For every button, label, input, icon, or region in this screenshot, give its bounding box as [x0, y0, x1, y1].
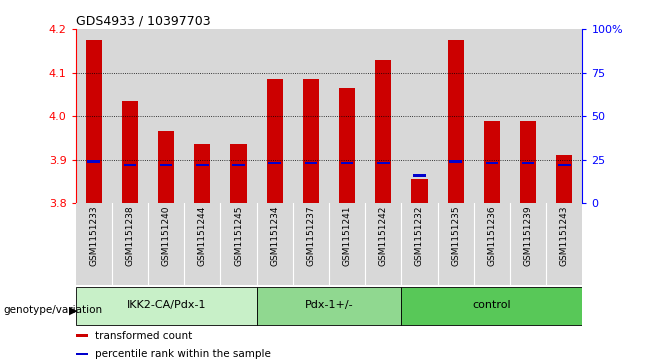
Bar	[158, 131, 174, 203]
Bar	[257, 287, 401, 325]
Bar	[122, 101, 138, 203]
Bar	[148, 203, 184, 285]
Bar	[303, 79, 319, 203]
Bar	[339, 88, 355, 203]
Text: GSM1151242: GSM1151242	[379, 206, 388, 266]
Bar	[365, 29, 401, 203]
Bar	[88, 160, 100, 163]
Bar	[401, 29, 438, 203]
Text: percentile rank within the sample: percentile rank within the sample	[95, 349, 271, 359]
Bar	[184, 203, 220, 285]
Bar	[266, 79, 283, 203]
Bar	[76, 352, 88, 355]
Bar	[449, 160, 462, 163]
Bar	[232, 164, 245, 166]
Bar	[230, 144, 247, 203]
Bar	[160, 164, 172, 166]
Text: GDS4933 / 10397703: GDS4933 / 10397703	[76, 15, 211, 28]
Bar	[522, 162, 534, 164]
Bar	[112, 203, 148, 285]
Bar	[377, 162, 390, 164]
Bar	[474, 203, 510, 285]
Bar	[184, 29, 220, 203]
Bar	[546, 203, 582, 285]
Text: genotype/variation: genotype/variation	[3, 305, 103, 315]
Text: GSM1151233: GSM1151233	[89, 206, 98, 266]
Bar	[556, 155, 572, 203]
Bar	[558, 164, 570, 166]
Bar	[365, 203, 401, 285]
Text: GSM1151232: GSM1151232	[415, 206, 424, 266]
Bar	[148, 29, 184, 203]
Bar	[112, 29, 148, 203]
Bar	[293, 29, 329, 203]
Text: GSM1151241: GSM1151241	[343, 206, 351, 266]
Bar	[257, 203, 293, 285]
Text: GSM1151236: GSM1151236	[488, 206, 496, 266]
Bar	[257, 29, 293, 203]
Bar	[76, 203, 112, 285]
Text: Pdx-1+/-: Pdx-1+/-	[305, 300, 353, 310]
Text: GSM1151244: GSM1151244	[198, 206, 207, 266]
Bar	[484, 121, 500, 203]
Bar	[438, 203, 474, 285]
Bar	[474, 29, 510, 203]
Bar	[329, 203, 365, 285]
Bar	[194, 144, 211, 203]
Text: GSM1151238: GSM1151238	[126, 206, 134, 266]
Text: GSM1151237: GSM1151237	[307, 206, 315, 266]
Bar	[486, 162, 498, 164]
Bar	[220, 29, 257, 203]
Bar	[510, 203, 546, 285]
Bar	[438, 29, 474, 203]
Bar	[401, 203, 438, 285]
Bar	[413, 174, 426, 177]
Text: GSM1151234: GSM1151234	[270, 206, 279, 266]
Bar	[86, 40, 102, 203]
Bar	[447, 40, 464, 203]
Bar	[546, 29, 582, 203]
Bar	[220, 203, 257, 285]
Text: GSM1151235: GSM1151235	[451, 206, 460, 266]
Bar	[510, 29, 546, 203]
Bar	[305, 162, 317, 164]
Bar	[124, 164, 136, 166]
Bar	[268, 162, 281, 164]
Bar	[76, 287, 257, 325]
Bar	[401, 287, 582, 325]
Text: GSM1151245: GSM1151245	[234, 206, 243, 266]
Bar	[520, 121, 536, 203]
Bar	[329, 29, 365, 203]
Text: GSM1151239: GSM1151239	[524, 206, 532, 266]
Bar	[341, 162, 353, 164]
Text: ▶: ▶	[69, 305, 78, 315]
Text: GSM1151243: GSM1151243	[560, 206, 569, 266]
Text: IKK2-CA/Pdx-1: IKK2-CA/Pdx-1	[126, 300, 206, 310]
Bar	[196, 164, 209, 166]
Bar	[375, 60, 392, 203]
Text: control: control	[472, 300, 511, 310]
Bar	[293, 203, 329, 285]
Bar	[76, 29, 112, 203]
Bar	[411, 179, 428, 203]
Bar	[76, 334, 88, 337]
Text: GSM1151240: GSM1151240	[162, 206, 170, 266]
Text: transformed count: transformed count	[95, 331, 192, 341]
